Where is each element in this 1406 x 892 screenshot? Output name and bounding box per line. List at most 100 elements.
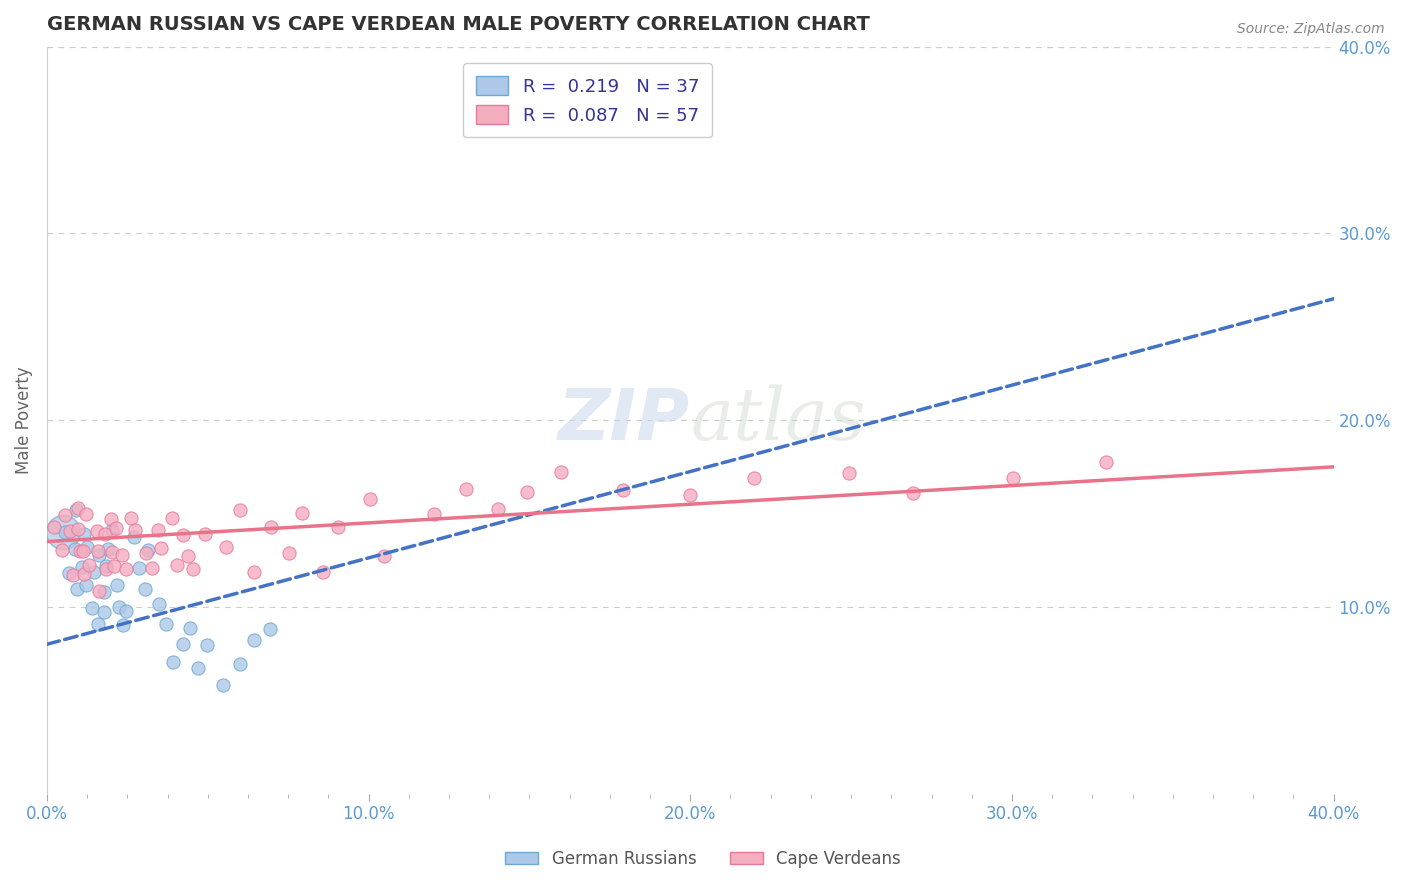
Point: [115, 562, 138, 576]
Point: [311, 566, 333, 580]
Point: [124, 523, 146, 537]
Point: [155, 617, 177, 632]
Point: [291, 507, 314, 521]
Point: [105, 521, 128, 535]
Point: [87, 544, 110, 558]
Point: [454, 483, 477, 497]
Point: [243, 565, 266, 579]
Point: [166, 558, 188, 572]
Point: [96, 559, 118, 574]
Point: [59, 524, 82, 539]
Legend: German Russians, Cape Verdeans: German Russians, Cape Verdeans: [498, 844, 908, 875]
Point: [148, 597, 170, 611]
Point: [187, 661, 209, 675]
Point: [215, 540, 238, 554]
Point: [742, 471, 765, 485]
Point: [42, 520, 65, 534]
Point: [100, 512, 122, 526]
Point: [172, 637, 194, 651]
Point: [146, 523, 169, 537]
Point: [260, 520, 283, 534]
Point: [122, 530, 145, 544]
Point: [107, 600, 129, 615]
Point: [243, 633, 266, 648]
Point: [69, 544, 91, 558]
Point: [73, 527, 96, 541]
Point: [150, 541, 173, 555]
Point: [80, 601, 103, 615]
Point: [73, 567, 96, 582]
Point: [228, 503, 250, 517]
Point: [136, 543, 159, 558]
Point: [179, 621, 201, 635]
Point: [101, 544, 124, 558]
Point: [1001, 470, 1024, 484]
Point: [373, 549, 395, 563]
Point: [135, 546, 157, 560]
Point: [516, 485, 538, 500]
Point: [66, 501, 89, 516]
Point: [111, 548, 134, 562]
Point: [83, 565, 105, 579]
Point: [134, 582, 156, 596]
Point: [89, 548, 111, 562]
Point: [1095, 455, 1118, 469]
Point: [128, 560, 150, 574]
Point: [70, 560, 93, 574]
Point: [66, 582, 89, 596]
Point: [259, 622, 281, 636]
Point: [212, 678, 235, 692]
Point: [63, 541, 86, 556]
Text: GERMAN RUSSIAN VS CAPE VERDEAN MALE POVERTY CORRELATION CHART: GERMAN RUSSIAN VS CAPE VERDEAN MALE POVE…: [46, 15, 870, 34]
Point: [94, 562, 117, 576]
Point: [177, 549, 200, 563]
Point: [162, 656, 184, 670]
Point: [79, 558, 101, 572]
Point: [486, 502, 509, 516]
Point: [194, 526, 217, 541]
Point: [58, 566, 80, 580]
Point: [183, 562, 205, 576]
Point: [838, 466, 860, 480]
Point: [103, 558, 125, 573]
Point: [86, 524, 108, 539]
Point: [195, 638, 218, 652]
Point: [72, 544, 94, 558]
Point: [612, 483, 634, 498]
Point: [901, 486, 924, 500]
Point: [93, 606, 115, 620]
Point: [550, 465, 572, 479]
Text: ZIP: ZIP: [558, 385, 690, 455]
Point: [93, 584, 115, 599]
Point: [52, 525, 75, 540]
Point: [75, 578, 97, 592]
Point: [422, 508, 444, 522]
Text: Source: ZipAtlas.com: Source: ZipAtlas.com: [1237, 22, 1385, 37]
Point: [160, 511, 183, 525]
Point: [75, 507, 97, 521]
Point: [111, 617, 134, 632]
Point: [172, 528, 194, 542]
Point: [679, 488, 702, 502]
Point: [228, 657, 250, 671]
Legend: R =  0.219   N = 37, R =  0.087   N = 57: R = 0.219 N = 37, R = 0.087 N = 57: [463, 63, 711, 137]
Point: [326, 520, 349, 534]
Point: [62, 568, 84, 582]
Point: [87, 616, 110, 631]
Point: [277, 546, 299, 560]
Point: [120, 511, 142, 525]
Text: atlas: atlas: [690, 385, 866, 456]
Point: [53, 508, 76, 523]
Point: [67, 522, 90, 536]
Point: [53, 525, 76, 540]
Point: [141, 561, 163, 575]
Point: [76, 540, 98, 554]
Point: [359, 491, 381, 506]
Point: [100, 524, 122, 538]
Point: [94, 527, 117, 541]
Point: [89, 583, 111, 598]
Point: [105, 578, 128, 592]
Point: [115, 604, 138, 618]
Point: [65, 503, 87, 517]
Point: [51, 543, 73, 558]
